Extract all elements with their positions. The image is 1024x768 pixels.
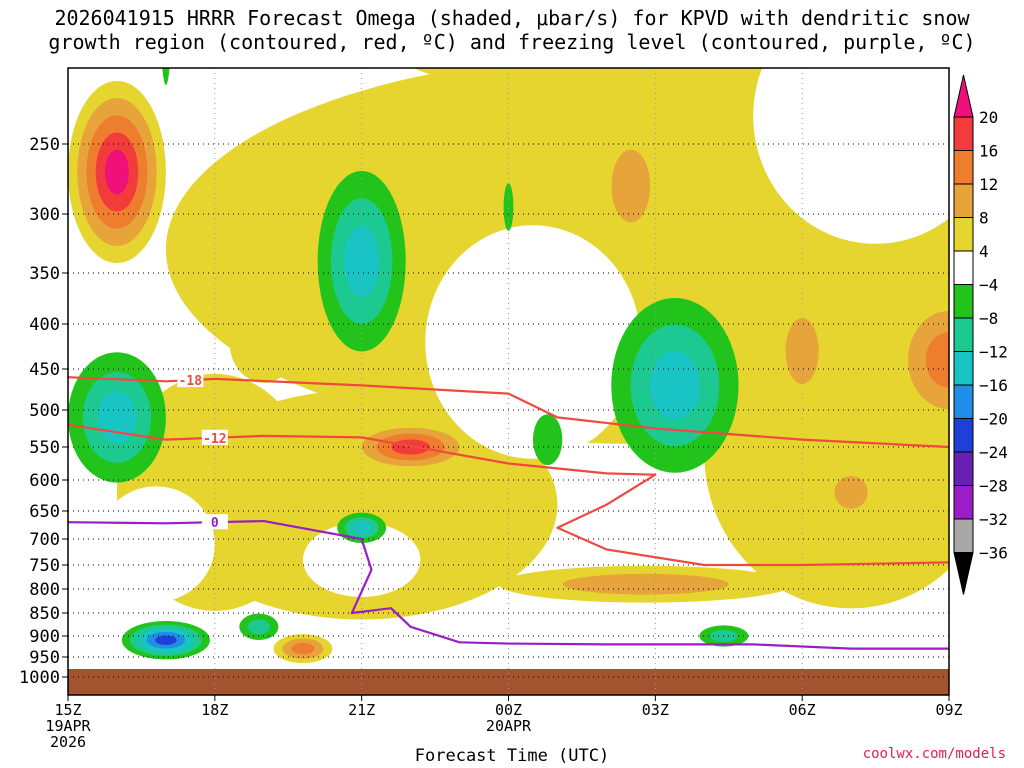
colorbar-label-4: 4 [979, 242, 989, 261]
colorbar-bin--36to-32 [953, 518, 974, 553]
x-tick-label-00Z: 00Z [495, 701, 522, 719]
colorbar-label-5: −4 [979, 276, 998, 295]
contour-label-dgz-18: -18 [179, 374, 203, 389]
contour-label-dgz-12: -12 [203, 432, 226, 447]
colorbar-label-6: −8 [979, 309, 998, 328]
y-tick-label-950: 950 [29, 648, 60, 668]
omega-ascent-cell-23-band-1 [834, 476, 868, 509]
omega-descent-cell-9-band-2 [97, 391, 137, 444]
colorbar-bin--12to-8 [953, 317, 974, 352]
colorbar-bin-below-min [953, 552, 974, 595]
omega-descent-cell-27-band-0 [503, 183, 514, 231]
omega-ascent-cell-22-band-1 [785, 318, 819, 384]
colorbar-bin--28to-24 [953, 451, 974, 486]
colorbar-bin--8to-4 [953, 284, 974, 319]
colorbar-label-0: 20 [979, 108, 998, 127]
x-tick-label-09Z: 09Z [935, 701, 962, 719]
contours: -18 -12 0 [68, 372, 949, 650]
y-tick-label-600: 600 [29, 471, 60, 491]
y-tick-label-350: 350 [29, 264, 60, 284]
omega-descent-cell-15-band-2 [649, 350, 700, 420]
y-tick-label-500: 500 [29, 401, 60, 421]
colorbar-bin--24to-20 [953, 418, 974, 453]
colorbar: 20 16 12 8 4 −4 −8 −12 −16 −20 −24 −28 −32 −36 [953, 74, 1008, 595]
contour-label-bg-dgz-12 [201, 429, 228, 445]
colorbar-label-12: −32 [979, 510, 1008, 529]
omega-neutral-area [753, 68, 949, 244]
colorbar-label-13: −36 [979, 544, 1008, 563]
x-tick-sublabel-20APR: 20APR [486, 717, 532, 735]
axes: 250 300 350 400 450 500 550 600 650 700 750 800 850 9… [19, 67, 963, 751]
y-tick-label-400: 400 [29, 315, 60, 335]
contour-label-bg-freezing-level-0 [201, 514, 228, 530]
colorbar-bin--20to-16 [953, 384, 974, 419]
omega-envelope [704, 298, 949, 609]
y-tick-label-300: 300 [29, 205, 60, 225]
omega-neutral-area [302, 522, 421, 597]
y-tick-label-800: 800 [29, 580, 60, 600]
omega-descent-cell-26-band-0 [162, 68, 170, 85]
y-tick-label-900: 900 [29, 627, 60, 647]
omega-ascent-cell-17-band-2 [925, 332, 949, 388]
y-tick-label-750: 750 [29, 556, 60, 576]
omega-ascent-cell-18-band-1 [562, 573, 729, 595]
y-tick-label-1000: 1000 [19, 668, 60, 688]
x-tick-label-03Z: 03Z [642, 701, 669, 719]
omega-descent-cell-10-band-4 [155, 635, 177, 645]
colorbar-label-1: 16 [979, 142, 998, 161]
omega-descent-cell-25-band-0 [532, 414, 563, 465]
x-tick-sublabel-2026: 2026 [50, 733, 86, 751]
omega-ascent-cell-20-band-1 [611, 149, 651, 223]
omega-neutral-area [97, 486, 215, 602]
x-tick-label-18Z: 18Z [201, 701, 228, 719]
y-tick-label-550: 550 [29, 438, 60, 458]
grid [68, 68, 949, 695]
omega-descent-cell-11-band-2 [344, 225, 380, 297]
colorbar-bin-4to8 [953, 217, 974, 252]
contour-label-freezing-level-0: 0 [211, 516, 219, 531]
colorbar-bin--16to-12 [953, 351, 974, 386]
omega-shading [68, 68, 949, 695]
colorbar-label-9: −20 [979, 410, 1008, 429]
colorbar-bin-12to16 [953, 150, 974, 185]
x-tick-label-21Z: 21Z [348, 701, 375, 719]
x-tick-label-06Z: 06Z [789, 701, 816, 719]
contour-freezing-level-0 [68, 519, 949, 650]
chart-title: 2026041915 HRRR Forecast Omega (shaded, … [0, 6, 1024, 54]
colorbar-bin-8to12 [953, 183, 974, 218]
x-tick-label-15Z: 15Z [54, 701, 81, 719]
colorbar-label-3: 8 [979, 209, 989, 228]
omega-descent-cell-14-band-1 [247, 619, 270, 635]
x-axis-label: Forecast Time (UTC) [414, 746, 610, 766]
colorbar-bin--32to-28 [953, 485, 974, 520]
contour-label-bg-dgz-18 [177, 372, 204, 388]
colorbar-label-11: −28 [979, 477, 1008, 496]
colorbar-bin-above-max [953, 74, 974, 118]
y-tick-label-700: 700 [29, 530, 60, 550]
colorbar-bin-16to20 [953, 116, 974, 151]
omega-ascent-cell-21-band-0 [413, 68, 506, 78]
colorbar-label-8: −16 [979, 376, 1008, 395]
omega-ascent-cell-19-band-0 [229, 301, 299, 383]
omega-descent-cell-12-band-2 [352, 521, 372, 534]
title-line-1: 2026041915 HRRR Forecast Omega (shaded, … [54, 6, 970, 30]
colorbar-label-10: −24 [979, 443, 1008, 462]
colorbar-bin--4to4 [953, 250, 974, 285]
colorbar-label-2: 12 [979, 175, 998, 194]
omega-neutral-area [425, 225, 641, 459]
contour-dgz-12 [68, 423, 949, 567]
y-tick-label-650: 650 [29, 502, 60, 522]
x-tick-sublabel-19APR: 19APR [45, 717, 91, 735]
omega-ascent-cell-8-band-4 [104, 149, 129, 195]
y-tick-label-250: 250 [29, 135, 60, 155]
title-line-2: growth region (contoured, red, ºC) and f… [48, 30, 976, 54]
colorbar-label-7: −12 [979, 343, 1008, 362]
ground-surface [68, 669, 949, 695]
y-tick-label-850: 850 [29, 604, 60, 624]
omega-ascent-cell-24-band-2 [291, 642, 315, 655]
y-tick-label-450: 450 [29, 360, 60, 380]
credit-link[interactable]: coolwx.com/models [862, 746, 1006, 762]
